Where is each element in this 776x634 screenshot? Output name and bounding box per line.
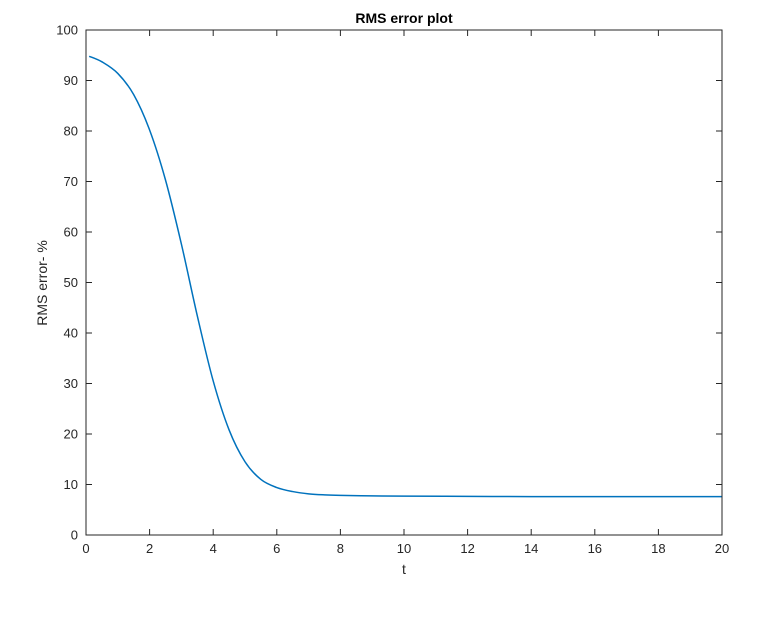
y-tick-label: 40 — [64, 326, 78, 341]
x-axis-label: t — [402, 561, 406, 577]
x-tick-label: 8 — [337, 541, 344, 556]
x-tick-label: 10 — [397, 541, 411, 556]
series-layer — [88, 55, 722, 498]
y-tick-label: 20 — [64, 427, 78, 442]
y-tick-label: 0 — [71, 528, 78, 543]
plot-frame — [85, 29, 723, 536]
x-axis-ticks: 0 2 4 6 8 10 12 14 16 18 20 — [82, 30, 729, 556]
rms-error-series-line — [88, 55, 722, 498]
x-tick-label: 20 — [715, 541, 729, 556]
x-tick-label: 14 — [524, 541, 538, 556]
x-tick-label: 6 — [273, 541, 280, 556]
y-tick-label: 60 — [64, 225, 78, 240]
y-axis-ticks: 0 10 20 30 40 50 60 70 80 90 100 — [56, 23, 722, 543]
y-tick-label: 80 — [64, 124, 78, 139]
y-tick-label: 100 — [56, 23, 78, 38]
x-tick-label: 16 — [588, 541, 602, 556]
x-tick-label: 12 — [460, 541, 474, 556]
x-tick-label: 0 — [82, 541, 89, 556]
x-tick-label: 2 — [146, 541, 153, 556]
x-tick-label: 4 — [210, 541, 217, 556]
y-axis-label: RMS error- % — [34, 240, 50, 326]
x-tick-label: 18 — [651, 541, 665, 556]
y-tick-label: 10 — [64, 477, 78, 492]
chart-title: RMS error plot — [355, 10, 453, 26]
y-tick-label: 30 — [64, 376, 78, 391]
y-tick-label: 50 — [64, 275, 78, 290]
y-tick-label: 70 — [64, 174, 78, 189]
plot-area — [86, 30, 722, 535]
y-tick-label: 90 — [64, 73, 78, 88]
